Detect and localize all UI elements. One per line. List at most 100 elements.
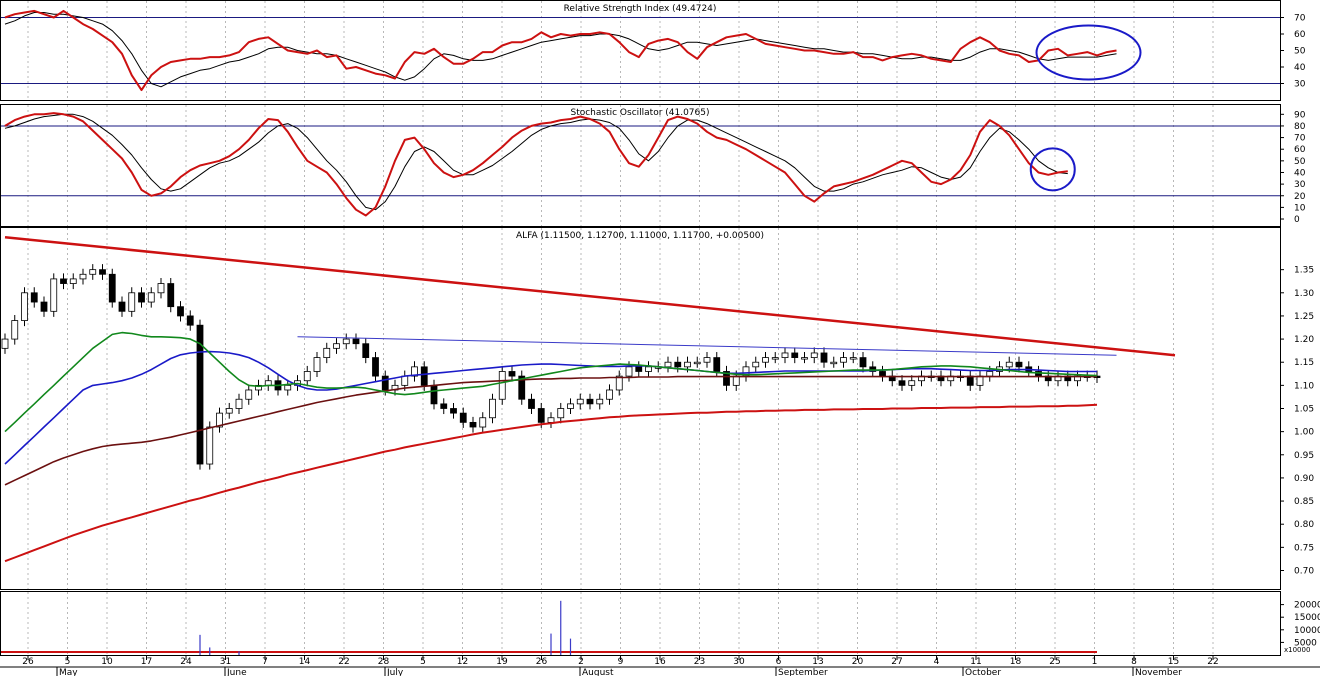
- x-tick-label: 16: [654, 657, 666, 667]
- x-tick-label: 20: [852, 657, 864, 667]
- moving-average-mid-line: [4, 350, 1097, 465]
- candle-bearish: [108, 273, 116, 303]
- candle-bearish: [40, 301, 48, 312]
- candle-bearish: [508, 371, 516, 377]
- downtrend-line: [4, 236, 1176, 357]
- stochastic-panel-frame: [0, 104, 1281, 227]
- candle-bullish: [225, 408, 233, 414]
- stochastic-plot: [1, 112, 1280, 217]
- moving-average-long-line: [4, 375, 1097, 486]
- candle-bullish: [976, 375, 984, 386]
- candle-bullish: [342, 338, 350, 345]
- price-ytick-label: 1.00: [1294, 428, 1314, 438]
- price-ytick-label: 1.35: [1294, 266, 1314, 276]
- candle-bearish: [791, 352, 799, 358]
- stoch-ytick-label: 60: [1294, 145, 1306, 155]
- moving-average-200-line: [4, 403, 1098, 563]
- candle-bullish: [645, 366, 652, 372]
- candle-bullish: [557, 408, 565, 419]
- x-tick-label: 4: [934, 657, 940, 667]
- candle-bullish: [693, 361, 701, 365]
- candle-bullish: [489, 398, 496, 419]
- month-label: July: [386, 668, 404, 676]
- x-tick-label: 6: [776, 657, 782, 667]
- candle-bearish: [1015, 361, 1023, 368]
- moving-average-short-line: [4, 331, 1098, 433]
- price-title: ALFA (1.11500, 1.12700, 1.11000, 1.11700…: [516, 231, 764, 241]
- candle-bearish: [196, 324, 204, 465]
- candle-bearish: [459, 412, 467, 423]
- candle-bullish: [908, 380, 916, 386]
- volume-panel-frame: [0, 591, 1281, 656]
- price-ytick-label: 1.25: [1294, 312, 1314, 322]
- price-ytick-label: 0.90: [1294, 474, 1314, 484]
- vol-ytick-label: 15000: [1294, 613, 1320, 623]
- candle-bullish: [313, 357, 321, 372]
- candle-bullish: [479, 417, 487, 428]
- candle-bullish: [703, 357, 711, 363]
- price-plot: [1, 236, 1176, 563]
- stoch-ytick-label: 50: [1294, 157, 1306, 167]
- candle-bearish: [352, 338, 360, 345]
- rsi-ytick-label: 30: [1294, 80, 1306, 90]
- candle-bullish: [849, 357, 857, 360]
- candle-bearish: [138, 292, 145, 303]
- candle-bearish: [898, 380, 906, 386]
- candle-bullish: [498, 371, 506, 400]
- candle-bullish: [255, 384, 262, 391]
- rsi-ytick-label: 60: [1294, 30, 1306, 40]
- rsi-line: [4, 9, 1117, 92]
- resistance-line: [297, 336, 1117, 356]
- candle-bullish: [664, 361, 672, 368]
- candle-bullish: [147, 292, 155, 303]
- x-tick-label: 19: [496, 657, 508, 667]
- candle-bullish: [21, 292, 28, 321]
- x-tick-label: 26: [536, 657, 548, 667]
- candle-bullish: [732, 375, 740, 386]
- stoch-ytick-label: 20: [1294, 192, 1306, 202]
- stoch-ytick-label: 0: [1294, 215, 1300, 225]
- price-ytick-label: 0.95: [1294, 451, 1314, 461]
- candle-bullish: [50, 278, 58, 312]
- rsi-plot: [1, 9, 1280, 92]
- candle-bullish: [323, 347, 331, 358]
- candle-bullish: [79, 273, 87, 280]
- stoch-ytick-label: 30: [1294, 180, 1306, 190]
- axis-labels: 706050403090807060504030201001.351.301.2…: [22, 14, 1320, 676]
- grid-lines: [27, 1, 1214, 655]
- candle-bullish: [284, 384, 292, 391]
- candle-bullish: [606, 389, 613, 400]
- candle-bullish: [411, 366, 418, 377]
- candle-bullish: [567, 403, 574, 409]
- candle-bearish: [635, 366, 643, 372]
- candle-bearish: [60, 278, 67, 284]
- rsi-highlight-circle: [1035, 24, 1142, 81]
- candle-bearish: [30, 292, 38, 303]
- candle-bearish: [420, 366, 428, 386]
- month-label: November: [1135, 668, 1182, 676]
- month-label: May: [59, 668, 78, 676]
- volume-multiplier-label: x10000: [1284, 646, 1310, 654]
- candle-bullish: [771, 357, 779, 360]
- candle-bullish: [69, 278, 77, 284]
- price-ytick-label: 1.30: [1294, 289, 1314, 299]
- stoch-ytick-label: 10: [1294, 203, 1306, 213]
- candle-bullish: [401, 375, 409, 386]
- x-tick-label: 18: [1010, 657, 1022, 667]
- x-tick-label: 5: [420, 657, 426, 667]
- rsi-ytick-label: 70: [1294, 14, 1306, 24]
- x-tick-label: 28: [378, 657, 390, 667]
- candle-bearish: [713, 357, 721, 372]
- candle-bullish: [781, 352, 789, 358]
- candle-bearish: [186, 315, 194, 326]
- candle-bullish: [830, 361, 838, 365]
- candle-bullish: [810, 352, 818, 358]
- candle-bullish: [216, 412, 223, 428]
- x-tick-label: 1: [1092, 657, 1098, 667]
- month-label: August: [582, 668, 614, 676]
- candle-bearish: [869, 366, 877, 372]
- x-tick-label: 5: [65, 657, 71, 667]
- x-tick-label: 23: [694, 657, 705, 667]
- x-tick-label: 22: [1207, 657, 1218, 667]
